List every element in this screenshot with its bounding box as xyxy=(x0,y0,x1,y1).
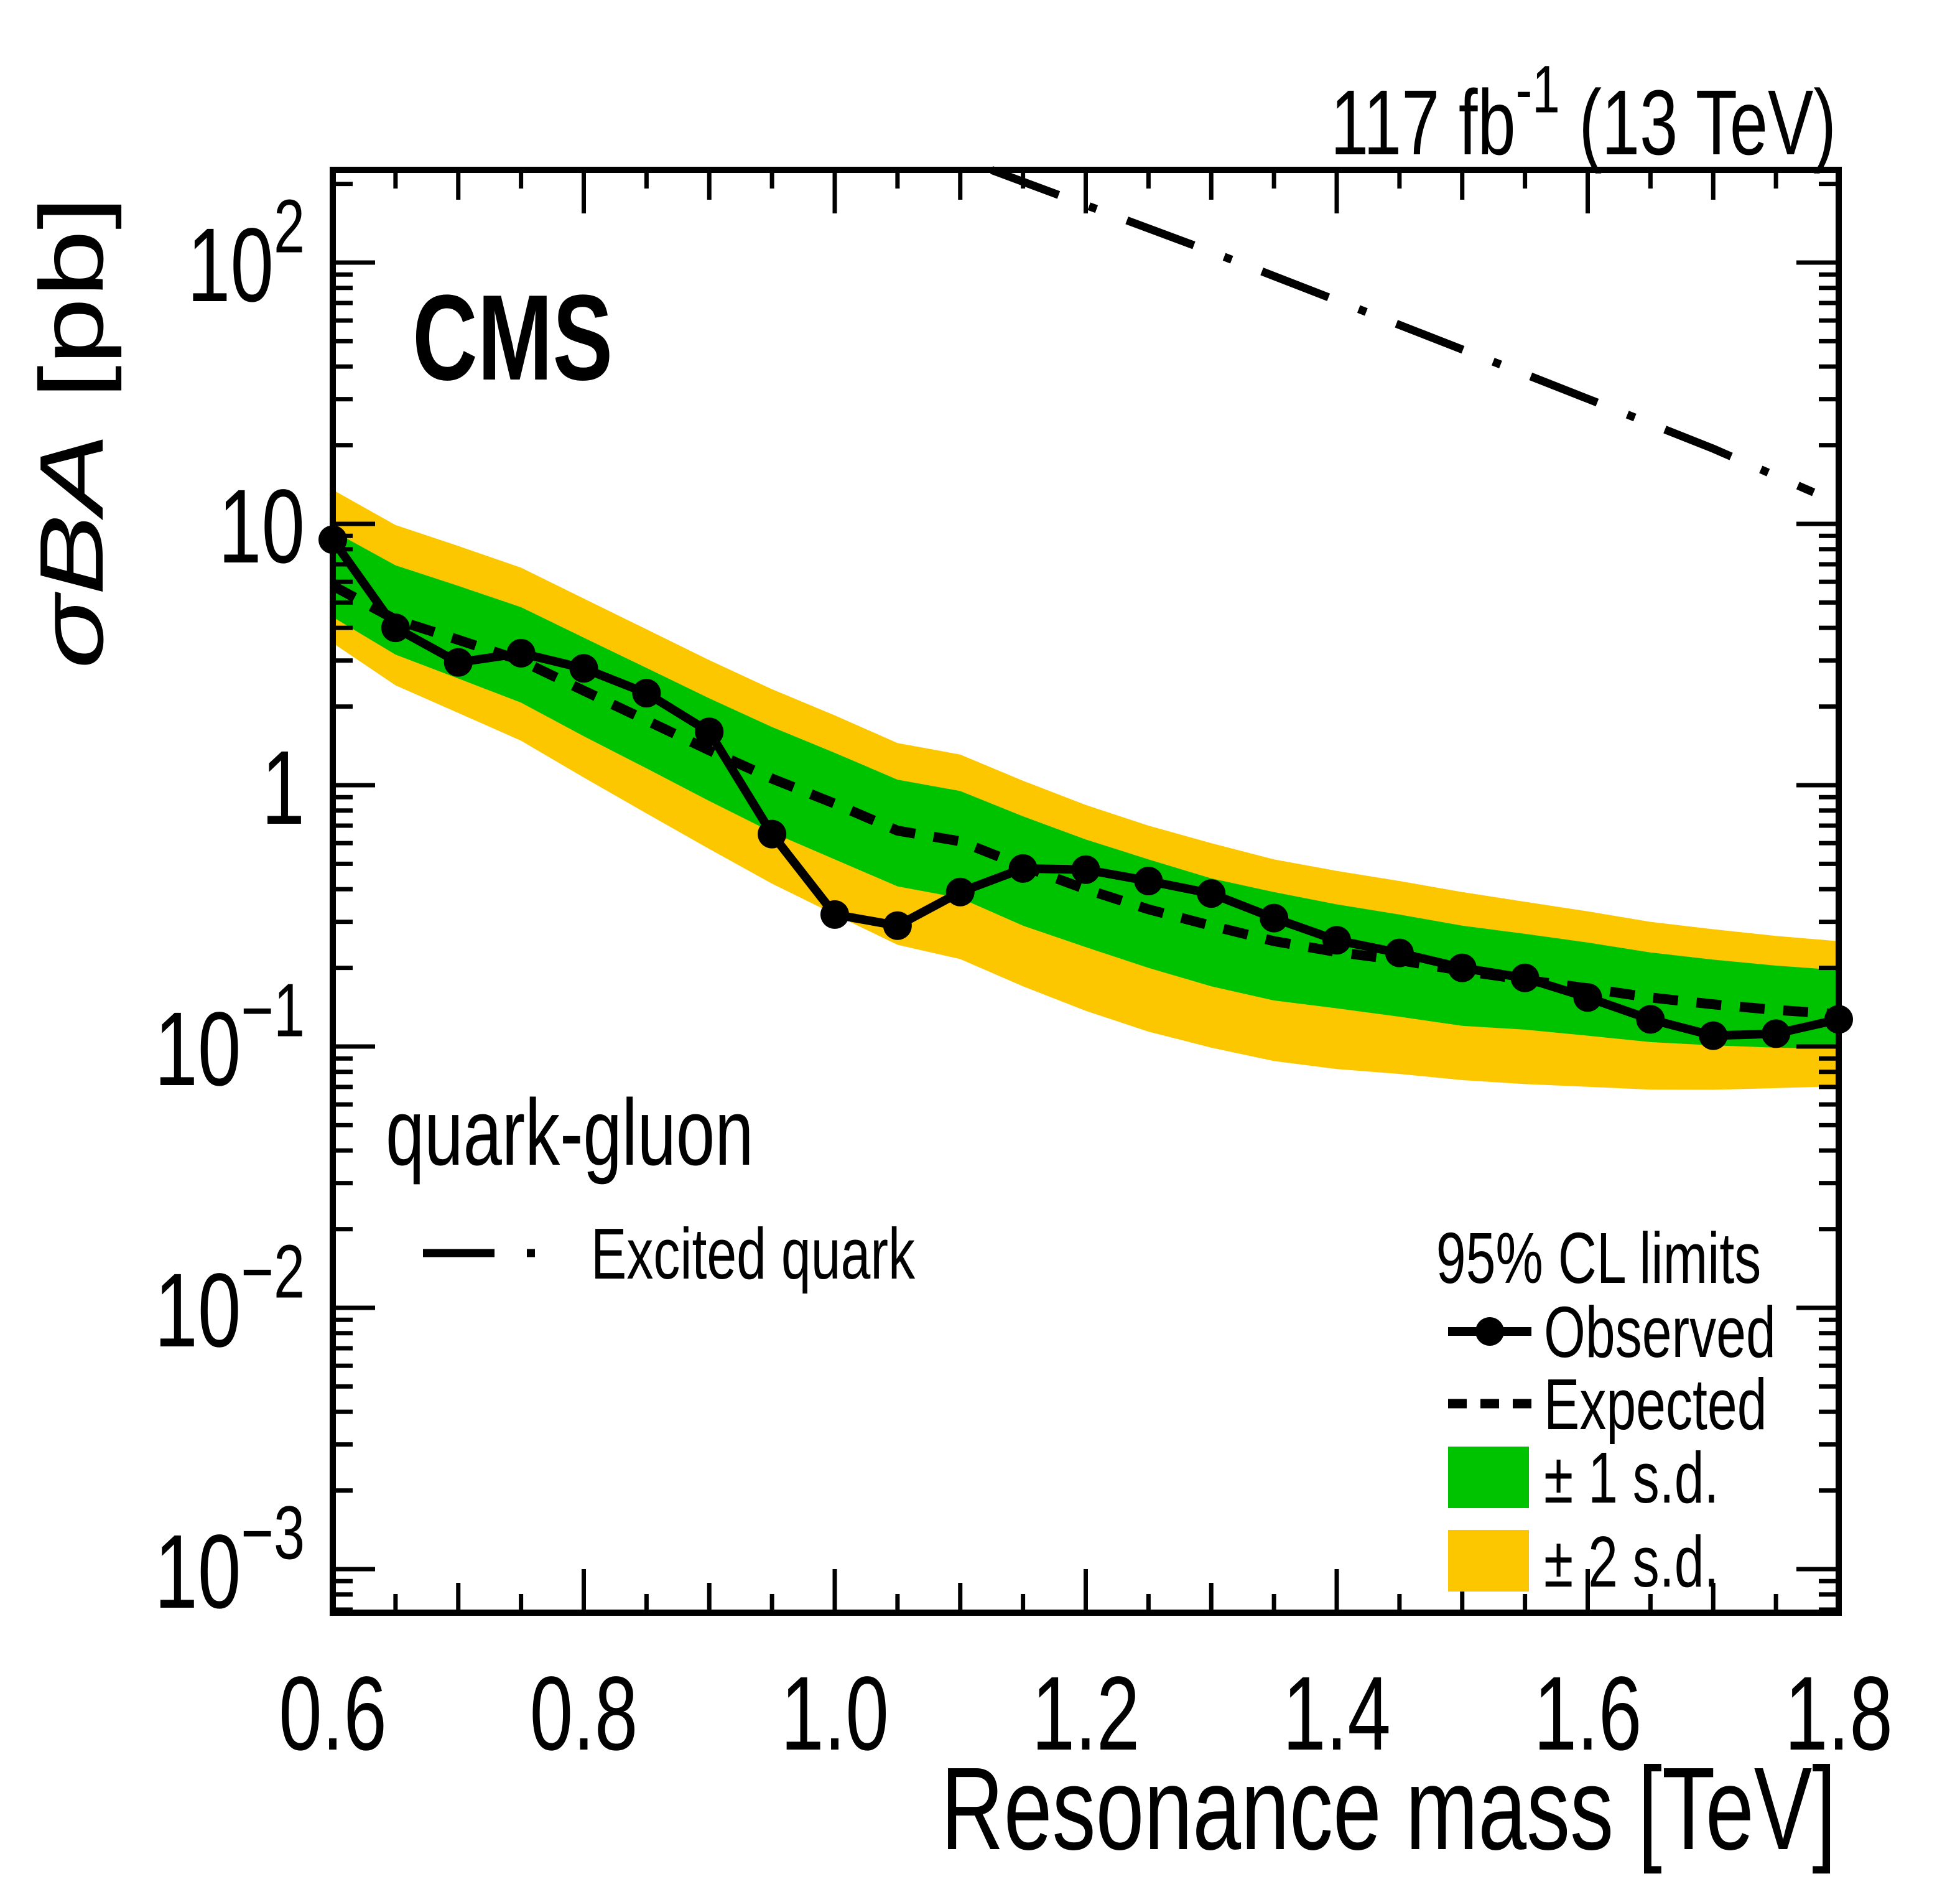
observed-marker xyxy=(1008,854,1038,883)
channel-label: quark-gluon xyxy=(386,1081,753,1185)
y-tick-label: 10−2 xyxy=(154,1229,305,1369)
x-tick-label: 1.0 xyxy=(781,1656,889,1773)
observed-marker xyxy=(1385,938,1414,967)
y-tick-label: 10 xyxy=(218,469,305,585)
y-tick-label: 1 xyxy=(261,730,305,847)
x-tick-label: 1.8 xyxy=(1785,1656,1893,1773)
legend-title: 95% CL limits xyxy=(1436,1218,1761,1298)
observed-marker xyxy=(945,877,975,907)
observed-marker xyxy=(1510,963,1540,992)
y-tick-label: 10−3 xyxy=(154,1490,305,1630)
excited-quark-line xyxy=(990,166,1816,496)
excited-quark-legend-label: Excited quark xyxy=(591,1213,916,1294)
legend-1sd-label: ± 1 s.d. xyxy=(1544,1437,1719,1518)
observed-marker xyxy=(758,819,787,849)
x-tick-label: 0.8 xyxy=(530,1656,638,1773)
observed-marker xyxy=(1636,1005,1665,1034)
observed-marker xyxy=(1573,983,1602,1012)
band-1sd xyxy=(333,531,1839,1049)
x-tick-label: 1.6 xyxy=(1534,1656,1642,1773)
observed-marker xyxy=(381,613,410,643)
observed-marker xyxy=(1762,1019,1791,1048)
observed-marker xyxy=(318,525,347,554)
y-axis-title: σBA [pb] xyxy=(21,196,122,669)
legend-observed-label: Observed xyxy=(1544,1292,1776,1373)
x-tick-label: 1.2 xyxy=(1032,1656,1140,1773)
observed-marker xyxy=(1071,855,1100,884)
observed-marker xyxy=(1699,1021,1728,1050)
legend-expected-label: Expected xyxy=(1544,1364,1767,1445)
legend-1sd-swatch xyxy=(1448,1447,1529,1508)
y-tick-label: 10−1 xyxy=(154,967,305,1107)
observed-marker xyxy=(1322,926,1351,955)
observed-marker xyxy=(820,900,849,929)
x-tick-label: 0.6 xyxy=(279,1656,387,1773)
legend-observed-marker xyxy=(1475,1317,1504,1346)
observed-marker xyxy=(569,654,598,683)
observed-marker xyxy=(632,679,661,708)
observed-marker xyxy=(1824,1005,1853,1034)
x-tick-label: 1.4 xyxy=(1283,1656,1391,1773)
observed-marker xyxy=(695,717,724,747)
legend-2sd-label: ± 2 s.d. xyxy=(1544,1521,1719,1602)
observed-marker xyxy=(883,911,912,940)
observed-marker xyxy=(1197,879,1226,908)
observed-marker xyxy=(1134,866,1163,895)
lumi-energy-label: 117 fb-1 (13 TeV) xyxy=(1331,52,1836,174)
observed-marker xyxy=(444,648,473,677)
x-axis-title: Resonance mass [TeV] xyxy=(941,1743,1836,1875)
legend-2sd-swatch xyxy=(1448,1530,1529,1592)
observed-marker xyxy=(1260,903,1289,933)
y-tick-label: 102 xyxy=(187,184,305,324)
experiment-label: CMS xyxy=(412,269,613,406)
observed-marker xyxy=(1447,953,1477,982)
observed-marker xyxy=(506,638,536,668)
